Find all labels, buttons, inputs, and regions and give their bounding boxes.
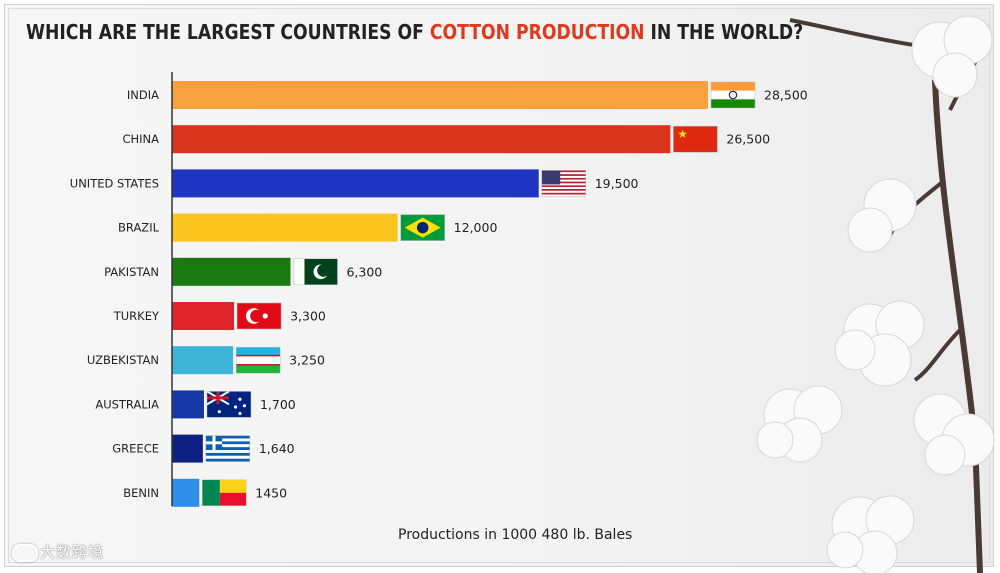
bar-uzbekistan: [172, 346, 234, 375]
flag-pakistan-icon: [293, 258, 338, 286]
watermark-text: 大数跨境: [40, 543, 105, 561]
value-label-7: 1,700: [260, 397, 296, 412]
category-label-6: UZBEKISTAN: [87, 353, 159, 367]
bar-benin: [172, 478, 200, 507]
title-highlight: COTTON PRODUCTION: [429, 20, 645, 44]
category-label-5: TURKEY: [113, 309, 160, 323]
category-label-8: GREECE: [112, 442, 159, 456]
category-label-9: BENIN: [123, 486, 159, 500]
watermark: 大数跨境: [12, 541, 104, 562]
flag-brazil-icon: [400, 214, 445, 241]
value-label-6: 3,250: [289, 353, 325, 368]
value-label-2: 19,500: [595, 176, 639, 191]
watermark-logo-icon: [12, 543, 38, 562]
title-part2: IN THE WORLD?: [644, 20, 804, 44]
flag-turkey-icon: [236, 302, 282, 330]
category-label-7: AUSTRALIA: [95, 397, 159, 411]
x-axis-label: Productions in 1000 480 lb. Bales: [398, 527, 633, 543]
category-label-2: UNITED STATES: [70, 176, 159, 190]
bar-india: [172, 81, 708, 109]
flag-india-icon: [710, 81, 756, 109]
value-label-0: 28,500: [764, 88, 808, 103]
value-label-1: 26,500: [726, 132, 770, 147]
bar-united-states: [172, 169, 539, 198]
category-label-3: BRAZIL: [118, 221, 160, 235]
title-part1: WHICH ARE THE LARGEST COUNTRIES OF: [26, 20, 430, 44]
bar-turkey: [172, 302, 235, 330]
bar-greece: [172, 434, 203, 463]
category-label-4: PAKISTAN: [104, 265, 159, 279]
flag-china-icon: ★: [673, 125, 718, 153]
value-label-3: 12,000: [454, 220, 498, 235]
value-label-5: 3,300: [290, 309, 326, 324]
flag-benin-icon: [202, 479, 247, 507]
chart-title: WHICH ARE THE LARGEST COUNTRIES OF COTTO…: [26, 20, 803, 44]
bar-australia: [172, 390, 204, 419]
flag-australia-icon: [206, 390, 252, 418]
value-label-4: 6,300: [346, 264, 382, 279]
category-label-0: INDIA: [127, 88, 159, 102]
category-label-1: CHINA: [122, 132, 159, 146]
bar-china: [172, 125, 671, 154]
flag-united-states-icon: [541, 170, 586, 197]
flag-greece-icon: [205, 435, 251, 462]
value-label-9: 1450: [255, 485, 287, 500]
svg-text:★: ★: [677, 127, 687, 141]
bar-pakistan: [172, 257, 291, 286]
bar-brazil: [172, 213, 398, 242]
flag-uzbekistan-icon: [235, 346, 281, 374]
value-label-8: 1,640: [259, 441, 295, 456]
